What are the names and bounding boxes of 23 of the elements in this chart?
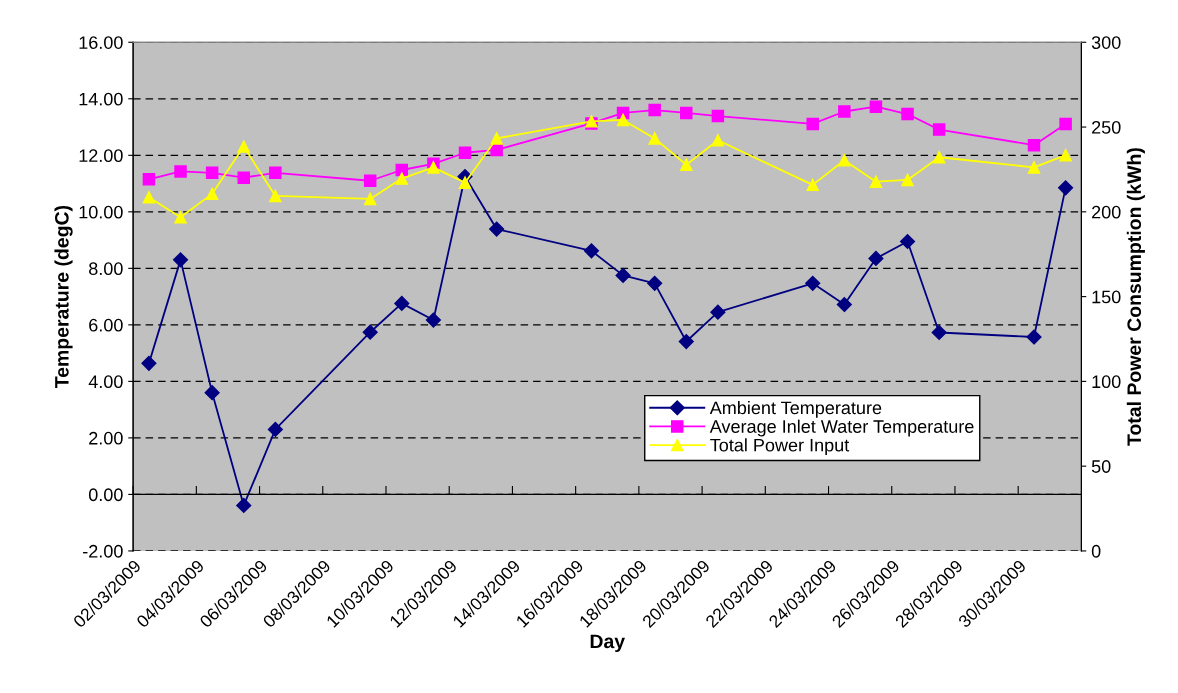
y-tick-label: 4.00	[88, 375, 123, 389]
y2-axis-title: Total Power Consumption (kWh)	[1126, 148, 1145, 446]
y-tick-label: 2.00	[89, 431, 123, 445]
y-tick-label: 10.00	[79, 205, 123, 219]
y-axis-title: Temperature (degC)	[54, 205, 73, 389]
y-tick-label: 6.00	[89, 318, 123, 332]
legend-label: Average Inlet Water Temperature	[709, 419, 974, 437]
legend-label: Ambient Temperature	[709, 401, 882, 418]
y-tick-label: 16.00	[79, 36, 123, 49]
y-tick-label: 8.00	[89, 262, 123, 276]
y2-tick-label: 250	[1092, 120, 1121, 134]
y2-tick-label: 0	[1091, 544, 1101, 558]
y-tick-label: 12.00	[79, 149, 123, 163]
y2-tick-label: 150	[1092, 290, 1121, 304]
y2-tick-label: 200	[1092, 205, 1121, 219]
y-tick-label: -2.00	[83, 544, 123, 558]
y-tick-label: 0.00	[88, 488, 123, 502]
y2-tick-label: 100	[1092, 375, 1121, 389]
y2-tick-label: 50	[1091, 460, 1111, 473]
x-axis-title: Day	[590, 634, 625, 653]
y2-tick-label: 300	[1091, 36, 1121, 49]
legend-label: Total Power Input	[710, 438, 850, 456]
y-tick-label: 14.00	[79, 92, 123, 106]
